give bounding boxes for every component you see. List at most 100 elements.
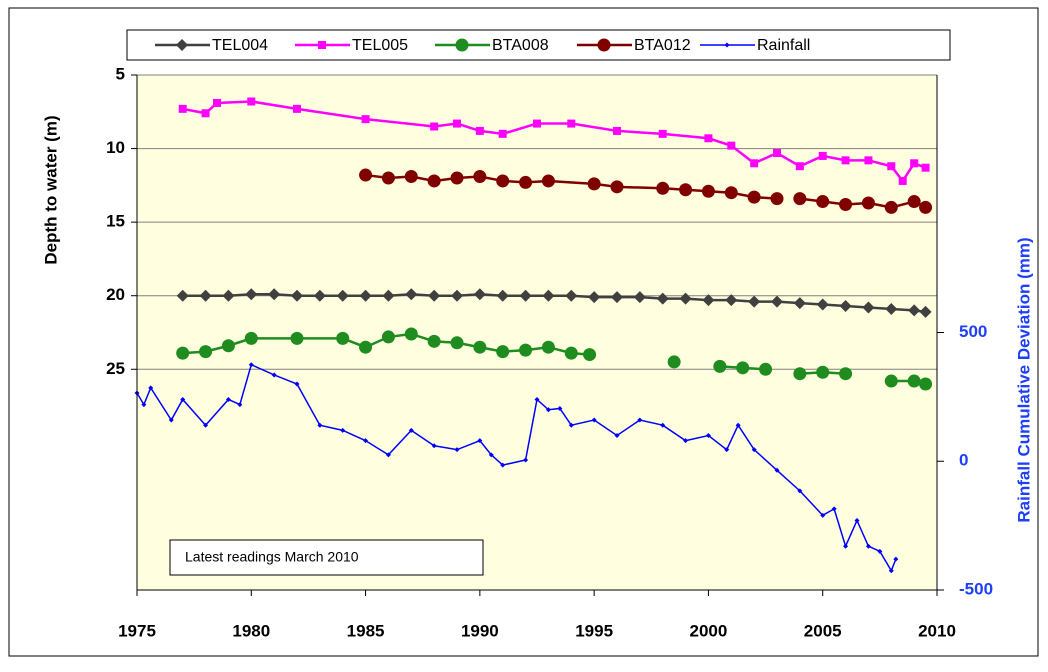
marker [919,200,933,214]
marker [336,331,350,345]
marker [820,512,826,518]
x-tick-label: 2005 [804,621,842,640]
marker [431,443,437,449]
marker [567,119,576,128]
marker [907,374,921,388]
legend [126,29,951,61]
marker [268,288,281,301]
plot-area [137,75,937,590]
marker [363,438,369,444]
marker [613,126,621,135]
y2-tick-label: 0 [959,451,968,470]
marker [408,427,414,433]
x-tick-label: 1980 [232,621,270,640]
marker [428,289,441,302]
marker [724,42,730,48]
x-tick-label: 1985 [347,621,385,640]
marker [885,302,898,315]
marker [451,289,463,302]
marker [199,345,213,359]
legend-label: BTA008 [492,37,549,54]
marker [180,396,186,402]
marker [313,289,326,302]
legend-label: BTA012 [634,37,691,54]
marker [679,292,692,305]
legend-label: TEL005 [352,37,408,54]
marker [793,192,807,206]
marker [793,297,806,310]
marker [724,186,738,200]
marker [793,367,807,381]
marker [705,433,711,438]
y-tick-label: 15 [106,212,125,231]
marker [237,402,243,408]
legend-label: TEL004 [212,37,268,54]
marker [656,292,669,305]
marks [134,97,933,574]
marker [381,171,395,185]
marker [656,181,670,195]
marker [488,452,494,458]
marker [455,38,469,52]
marker [588,291,601,304]
marker [477,438,483,444]
marker [340,427,346,433]
marker [816,298,829,311]
marker [774,467,780,473]
marker [454,447,460,453]
marker [667,355,681,369]
marker [713,359,727,373]
marker [176,289,189,302]
marker [816,195,830,209]
marker [727,141,736,150]
marker [921,163,930,172]
marker [724,447,730,453]
marker [473,170,487,184]
x-tick-label: 2000 [690,621,728,640]
marker [861,196,875,210]
marker [564,346,578,360]
y-axis-title: Depth to water (m) [41,115,60,264]
marker [751,447,757,453]
marker [816,365,830,379]
x-tick-label: 1995 [575,621,613,640]
marker [496,174,510,188]
marker [291,289,303,302]
marker [773,148,781,157]
marker [704,134,713,143]
x-tick-label: 2010 [918,621,956,640]
marker [318,41,326,49]
marker [534,396,540,402]
marker [658,129,667,138]
marker [221,339,235,353]
marker [660,422,666,428]
marker [637,417,643,423]
marker [176,39,188,51]
marker [888,568,894,574]
marker [839,197,853,211]
marker [381,330,395,344]
marker [797,488,803,494]
marker [359,289,372,302]
marker [736,361,750,375]
annotation: Latest readings March 2010 [185,549,359,565]
marker [244,331,258,345]
marker [831,506,837,512]
marker [683,438,689,444]
marker [213,98,221,107]
marker [148,385,154,391]
y2-tick-label: -500 [959,579,993,598]
marker [735,422,741,428]
marker [795,162,804,171]
marker [545,407,551,413]
marker [473,288,486,301]
marker [587,177,601,191]
marker [854,517,860,523]
x-tick-label: 1990 [461,621,499,640]
marker [770,192,784,206]
marker [247,97,256,106]
marker [519,343,533,357]
marker [271,372,277,378]
marker [884,374,898,388]
marker [336,289,349,302]
